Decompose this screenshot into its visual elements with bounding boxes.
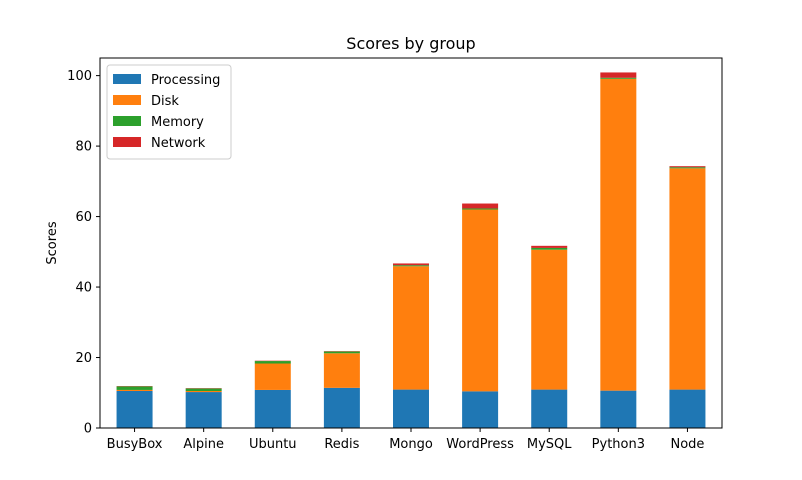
x-tick-label: Redis [324,437,359,452]
bar-disk-alpine [185,391,222,393]
x-tick-label: Alpine [183,437,224,452]
legend: Processing Disk Memory Network [106,64,232,160]
bar-memory-mysql [531,247,568,250]
y-tick-label: 80 [75,140,92,155]
legend-label-processing: Processing [151,73,220,88]
bar-processing-redis [323,387,360,428]
bar-network-node [669,166,706,168]
bar-memory-mongo [393,265,429,267]
legend-swatch-network [113,137,141,147]
bar-disk-mongo [393,266,429,390]
bar-memory-wordpress [462,208,499,210]
bar-processing-mongo [393,389,429,428]
bar-processing-mysql [531,389,568,428]
legend-swatch-memory [113,116,141,126]
bar-disk-node [669,168,706,390]
legend-swatch-disk [113,95,141,105]
legend-swatch-processing [113,74,141,84]
y-axis-label: Scores [45,221,60,264]
bar-memory-busybox [116,386,153,390]
x-tick-label: BusyBox [107,437,163,452]
bar-memory-alpine [185,388,222,391]
bar-processing-python3 [600,390,637,428]
bar-processing-wordpress [462,391,499,428]
legend-box [106,64,232,160]
bar-memory-python3 [600,77,637,79]
bar-processing-busybox [116,391,153,428]
bar-network-wordpress [462,203,499,209]
legend-label-memory: Memory [151,115,204,130]
y-tick-label: 20 [75,351,92,366]
x-tick-label: MySQL [527,437,572,452]
bar-disk-python3 [600,78,637,391]
plot-frame [99,57,723,429]
bar-disk-busybox [116,389,153,391]
x-tick-label: Ubuntu [249,437,297,452]
legend-label-network: Network [151,136,206,151]
legend-label-disk: Disk [151,94,179,109]
bar-processing-alpine [185,392,222,428]
bar-network-mysql [531,245,568,248]
y-tick-label: 60 [75,210,92,225]
x-tick-label: Node [670,437,704,452]
bars [116,72,706,428]
chart-title: Scores by group [346,34,475,53]
x-tick-label: Mongo [389,437,433,452]
bar-network-python3 [600,72,637,78]
bar-processing-ubuntu [254,389,291,428]
bar-memory-redis [323,351,360,354]
bar-disk-redis [323,353,360,388]
x-axis-ticks: BusyBox Alpine Ubuntu Redis Mongo WordPress My… [107,428,704,452]
y-tick-label: 0 [84,422,92,437]
bar-disk-wordpress [462,209,499,392]
bar-memory-ubuntu [254,361,291,364]
bar-memory-node [669,167,706,169]
x-tick-label: Python3 [592,437,645,452]
y-axis-ticks: 0 20 40 60 80 100 [67,69,100,437]
bar-disk-ubuntu [254,363,291,390]
bar-processing-node [669,389,706,428]
y-tick-label: 40 [75,281,92,296]
bar-disk-mysql [531,249,568,390]
y-tick-label: 100 [67,69,92,84]
bar-network-mongo [393,263,429,266]
x-tick-label: WordPress [446,437,514,452]
